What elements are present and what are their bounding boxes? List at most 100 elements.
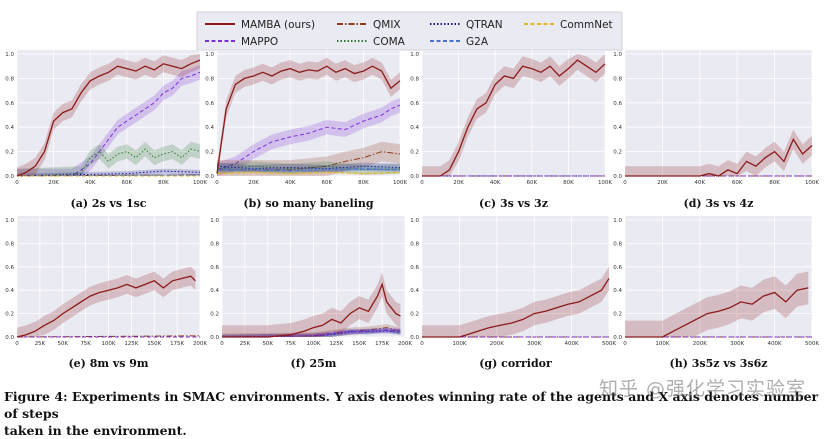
x-tick-label: 200K <box>490 341 504 347</box>
y-tick-label: 0.4 <box>5 125 14 131</box>
series-line <box>16 59 201 177</box>
series-line <box>222 282 401 338</box>
y-tick-label: 0.4 <box>5 288 14 294</box>
x-tick-label: 125K <box>329 341 343 347</box>
panel-title: (f) 25m <box>291 357 337 370</box>
series-line <box>216 104 401 171</box>
y-tick-label: 0.6 <box>205 101 214 107</box>
y-tick-label: 0.2 <box>410 150 419 156</box>
plot-area <box>217 50 400 176</box>
x-tick-label: 500K <box>805 341 819 347</box>
x-tick-label: 20K <box>657 180 668 186</box>
confidence-band <box>17 65 200 176</box>
x-tick-label: 0 <box>15 341 19 347</box>
series-line <box>217 168 401 172</box>
y-tick-label: 0.8 <box>410 76 419 82</box>
panel-title: (c) 3s vs 3z <box>479 197 548 210</box>
chart-panel: 0.0 0.2 0.4 0.6 0.8 1.0 0 25K 50K 75K 100K 125K 150K… <box>210 216 412 370</box>
y-tick-label: 0.8 <box>613 76 622 82</box>
legend-label: MAMBA (ours) <box>241 19 315 31</box>
chart-panel: 0.0 0.2 0.4 0.6 0.8 1.0 0 20K 40K 60K 80K 100K (a) 2… <box>5 50 207 210</box>
y-tick-label: 0.6 <box>410 101 419 107</box>
caption-line-1: Figure 4: Experiments in SMAC environmen… <box>4 389 819 421</box>
y-tick-label: 0.8 <box>5 241 14 247</box>
confidence-band <box>625 129 812 176</box>
confidence-band <box>217 166 400 174</box>
y-tick-label: 0.2 <box>5 150 14 156</box>
x-tick-label: 200K <box>398 341 412 347</box>
legend-label: COMA <box>373 36 406 48</box>
confidence-band <box>422 266 609 337</box>
panel-title: (d) 3s vs 4z <box>684 197 754 210</box>
y-tick-label: 0.0 <box>410 335 419 341</box>
chart-panels: 0.0 0.2 0.4 0.6 0.8 1.0 0 20K 40K 60K 80K 100K (a) 2… <box>5 50 819 370</box>
x-tick-label: 25K <box>240 341 251 347</box>
x-tick-label: 60K <box>121 180 132 186</box>
x-tick-label: 40K <box>694 180 705 186</box>
chart-panel: 0.0 0.2 0.4 0.6 0.8 1.0 0 100K 200K 300K 400K 500K (… <box>410 216 616 370</box>
y-tick-label: 0.4 <box>205 125 214 131</box>
x-tick-label: 20K <box>48 180 59 186</box>
y-tick-label: 1.0 <box>613 52 622 58</box>
x-tick-label: 50K <box>262 341 273 347</box>
y-tick-label: 0.4 <box>613 288 622 294</box>
series-line <box>221 329 401 338</box>
panel-title: (b) so many baneling <box>243 197 373 210</box>
x-tick-label: 75K <box>80 341 91 347</box>
x-tick-label: 80K <box>358 180 369 186</box>
confidence-band <box>17 168 200 176</box>
series-line <box>16 174 201 177</box>
confidence-band <box>222 327 401 337</box>
x-tick-label: 0 <box>623 341 627 347</box>
y-tick-label: 0.6 <box>5 265 14 271</box>
confidence-band <box>222 327 401 337</box>
y-tick-label: 0.0 <box>613 174 622 180</box>
y-tick-label: 0.0 <box>5 174 14 180</box>
y-tick-label: 0.0 <box>205 174 214 180</box>
y-tick-label: 0.0 <box>410 174 419 180</box>
series-line <box>422 278 610 338</box>
panel-title: (g) corridor <box>479 357 552 370</box>
series-line <box>16 335 201 338</box>
caption-line-2: taken in the environment. <box>4 423 187 438</box>
x-tick-label: 80K <box>769 180 780 186</box>
series-line <box>16 170 201 177</box>
legend-label: CommNet <box>560 19 613 31</box>
y-tick-label: 0.6 <box>210 265 219 271</box>
y-tick-label: 0.0 <box>5 335 14 341</box>
x-tick-label: 60K <box>321 180 332 186</box>
series-line <box>216 165 401 170</box>
series-line <box>422 59 606 177</box>
y-tick-label: 0.4 <box>410 125 419 131</box>
chart-panel: 0.0 0.2 0.4 0.6 0.8 1.0 0 20K 40K 60K 80K 100K (c) 3… <box>410 50 612 210</box>
x-tick-label: 400K <box>768 341 782 347</box>
y-tick-label: 0.6 <box>5 101 14 107</box>
y-tick-label: 0.4 <box>210 288 219 294</box>
confidence-band <box>222 272 401 337</box>
y-tick-label: 0.6 <box>613 101 622 107</box>
x-tick-label: 75K <box>285 341 296 347</box>
x-tick-label: 150K <box>147 341 161 347</box>
y-tick-label: 0.2 <box>410 312 419 318</box>
x-tick-label: 0 <box>15 180 19 186</box>
plot-area <box>625 50 812 176</box>
y-tick-label: 0.2 <box>5 312 14 318</box>
plot-area <box>422 50 605 176</box>
legend-label: MAPPO <box>241 36 278 48</box>
confidence-band <box>625 271 809 337</box>
plot-area <box>625 216 812 337</box>
x-tick-label: 200K <box>193 341 207 347</box>
confidence-band <box>217 97 400 176</box>
chart-panel: 0.0 0.2 0.4 0.6 0.8 1.0 0 25K 50K 75K 100K 125K 150K… <box>5 216 207 370</box>
x-tick-label: 100K <box>655 341 669 347</box>
legend-label: QMIX <box>373 19 401 31</box>
y-tick-label: 1.0 <box>5 218 14 224</box>
x-tick-label: 100K <box>193 180 207 186</box>
x-tick-label: 200K <box>693 341 707 347</box>
panel-title: (e) 8m vs 9m <box>68 357 148 370</box>
y-tick-label: 0.2 <box>613 312 622 318</box>
legend-box <box>196 11 623 51</box>
x-tick-label: 40K <box>490 180 501 186</box>
x-tick-label: 500K <box>602 341 616 347</box>
legend-label: QTRAN <box>466 19 503 31</box>
